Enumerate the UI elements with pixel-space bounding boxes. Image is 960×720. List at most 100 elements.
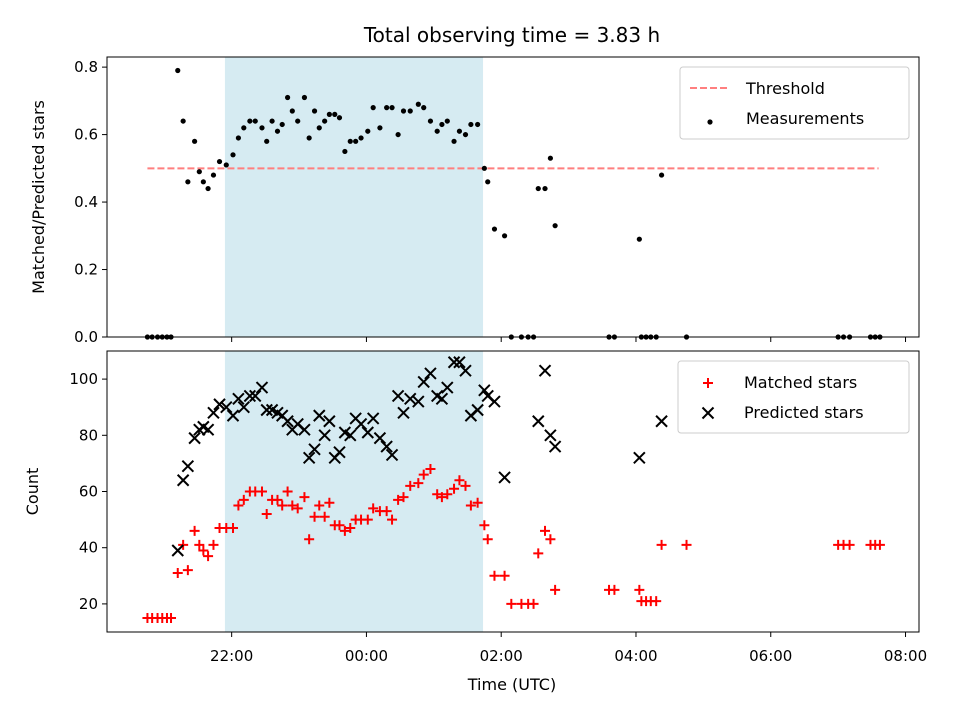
matched-stars-point (304, 534, 315, 545)
measurement-point (230, 152, 236, 158)
y-axis-label: Matched/Predicted stars (29, 100, 48, 294)
measurement-point (342, 148, 348, 155)
legend: Matched stars Predicted stars (677, 360, 910, 434)
matched-stars-point (166, 612, 177, 623)
predicted-stars-point (281, 415, 294, 428)
measurement-point (451, 138, 457, 144)
measurement-point (384, 105, 390, 111)
measurement-point (311, 108, 318, 114)
y-tick-label: 40 (79, 539, 98, 557)
matched-stars-point (418, 469, 429, 480)
matched-stars-point (189, 525, 200, 536)
matched-stars-point (272, 494, 283, 505)
measurement-point (295, 118, 301, 124)
matched-stars-point (844, 539, 855, 550)
measurement-point (353, 138, 359, 144)
measurement-point (175, 67, 181, 74)
measurement-point (468, 121, 474, 128)
matched-stars-point (479, 520, 490, 531)
measurement-point (205, 185, 211, 192)
legend: Threshold Measurements (679, 66, 910, 140)
measurement-point (301, 94, 308, 101)
observing-window-span (224, 57, 484, 337)
predicted-stars-point (412, 395, 425, 408)
matched-stars-point (292, 503, 303, 514)
predicted-stars-point (417, 375, 430, 389)
matched-stars-point (545, 534, 556, 545)
matched-stars-point (442, 489, 453, 500)
matched-stars-point (540, 525, 551, 536)
predicted-stars-point (176, 474, 190, 487)
matched-stars-point (233, 500, 244, 511)
measurement-point (377, 125, 383, 131)
y-tick-label: 0.0 (74, 328, 98, 346)
matched-stars-point (393, 494, 404, 505)
matched-stars-point (228, 523, 239, 534)
predicted-stars-point (249, 389, 262, 403)
matched-stars-point (182, 565, 193, 576)
matched-stars-point (609, 584, 620, 595)
predicted-stars-point (478, 384, 491, 397)
measurement-point (415, 101, 421, 107)
matched-stars-point (287, 500, 298, 511)
measurement-point (306, 135, 312, 141)
predicted-stars-point (313, 409, 326, 422)
predicted-stars-point (459, 364, 472, 377)
predicted-stars-point (373, 431, 387, 445)
matched-stars-point (506, 598, 517, 609)
measurement-point (274, 128, 281, 134)
measurement-point (535, 185, 541, 192)
predicted-stars-point (181, 460, 195, 473)
predicted-stars-point (498, 471, 511, 484)
measurement-point (259, 125, 265, 131)
predicted-stars-point (220, 400, 233, 414)
matched-stars-point (413, 478, 424, 489)
matched-stars-point (398, 492, 409, 503)
measurement-point (241, 125, 247, 131)
matched-stars-point (472, 497, 483, 508)
y-tick-label: 100 (69, 370, 98, 388)
predicted-stars-point (232, 392, 245, 405)
predicted-stars-point (471, 403, 484, 417)
predicted-stars-point (655, 415, 668, 428)
measurement-point (192, 138, 198, 144)
matched-stars-point (256, 486, 267, 497)
matched-stars-point (238, 494, 249, 505)
measurement-point (434, 128, 440, 134)
measurement-point (269, 118, 275, 124)
predicted-stars-point (260, 403, 273, 417)
measurement-point (358, 135, 364, 141)
measurement-point (407, 108, 413, 114)
count-panel: 20 40 60 80 100 22:00 00:00 02:00 04:00 06:00 08:0… (23, 350, 927, 665)
legend-label: Measurements (746, 109, 864, 128)
measurement-point (289, 108, 295, 114)
predicted-stars-point (302, 451, 316, 464)
predicted-stars-point (333, 445, 346, 459)
predicted-stars-point (318, 429, 331, 442)
measurement-point (279, 121, 285, 128)
predicted-stars-point (298, 423, 311, 436)
y-tick-label: 0.4 (74, 193, 98, 211)
measurement-point (485, 179, 491, 185)
matched-stars-point (282, 486, 293, 497)
measurement-point (400, 108, 407, 114)
matched-stars-point (203, 551, 214, 562)
matched-stars-point (319, 511, 330, 522)
predicted-stars-point (171, 544, 184, 557)
x-tick-label: 22:00 (210, 647, 253, 665)
y-tick-label: 80 (79, 426, 98, 444)
matched-stars-point (681, 539, 692, 550)
predicted-stars-point (385, 448, 399, 462)
measurement-point (501, 233, 508, 239)
matched-stars-point (194, 539, 205, 550)
matched-stars-point (454, 475, 465, 486)
matched-stars-point (309, 511, 320, 522)
predicted-stars-point (201, 423, 215, 436)
measurement-point (395, 131, 401, 138)
plot-frame (106, 56, 920, 338)
x-tick-label: 06:00 (749, 647, 792, 665)
measurement-point (322, 118, 328, 124)
matched-stars-point (334, 520, 345, 531)
ratio-panel: 0.0 0.2 0.4 0.6 0.8 Matched/Predicted stars Th… (29, 56, 920, 346)
measurement-point (552, 223, 558, 229)
